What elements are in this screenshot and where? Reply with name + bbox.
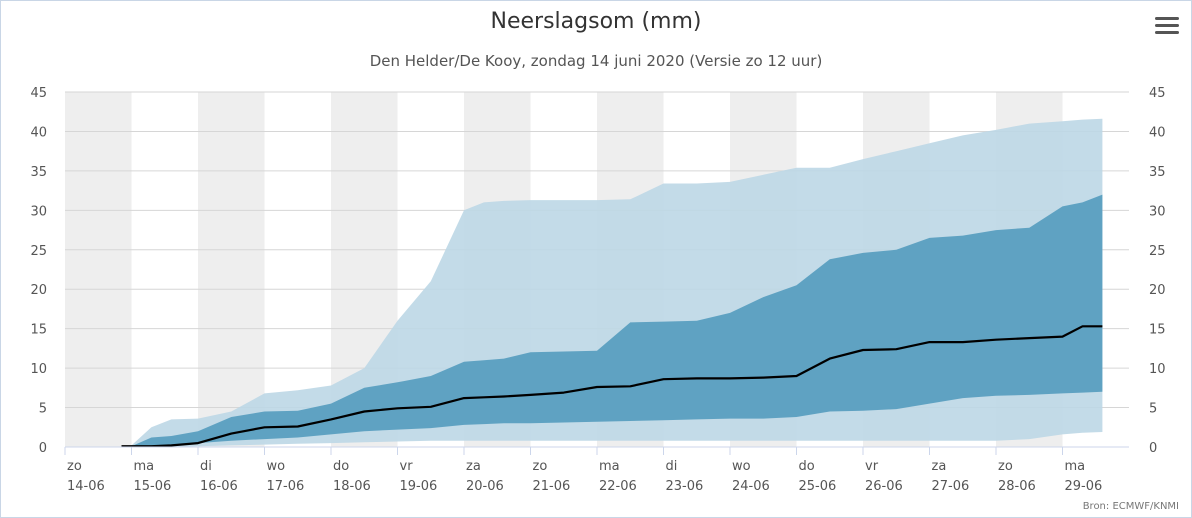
x-tick-date-label: 28-06 <box>998 479 1036 494</box>
day-stripe <box>198 92 265 447</box>
x-tick-day-label: za <box>932 459 947 474</box>
x-tick-day-label: do <box>333 459 349 474</box>
x-tick-day-label: ma <box>134 459 155 474</box>
chart-subtitle: Den Helder/De Kooy, zondag 14 juni 2020 … <box>369 52 823 70</box>
x-tick-day-label: zo <box>533 459 548 474</box>
x-tick-date-label: 15-06 <box>134 479 172 494</box>
chart-title: Neerslagsom (mm) <box>490 9 702 34</box>
x-tick-date-label: 17-06 <box>267 479 305 494</box>
y-tick-label-right: 35 <box>1149 165 1166 180</box>
median-line <box>121 325 1103 448</box>
x-tick-date-label: 22-06 <box>599 479 637 494</box>
x-tick-date-label: 27-06 <box>932 479 970 494</box>
x-tick-date-label: 25-06 <box>799 479 837 494</box>
y-tick-label-left: 10 <box>30 362 47 377</box>
y-tick-label-left: 15 <box>30 323 47 338</box>
y-tick-label-right: 15 <box>1149 323 1166 338</box>
y-tick-label-left: 35 <box>30 165 47 180</box>
x-tick-date-label: 20-06 <box>466 479 504 494</box>
y-tick-label-left: 30 <box>30 204 47 219</box>
x-tick-date-label: 29-06 <box>1065 479 1103 494</box>
y-tick-label-left: 0 <box>39 441 47 456</box>
x-tick-day-label: wo <box>267 459 286 474</box>
hamburger-menu-icon[interactable] <box>1155 17 1179 37</box>
y-tick-label-right: 30 <box>1149 204 1166 219</box>
outer-uncertainty-band <box>121 118 1103 448</box>
x-tick-day-label: vr <box>400 459 414 474</box>
x-tick-day-label: ma <box>599 459 620 474</box>
day-stripe <box>464 92 531 447</box>
y-tick-label-right: 20 <box>1149 283 1166 298</box>
x-tick-day-label: zo <box>998 459 1013 474</box>
day-stripe <box>331 92 398 447</box>
y-tick-label-left: 20 <box>30 283 47 298</box>
x-tick-day-label: di <box>666 459 678 474</box>
y-tick-label-right: 40 <box>1149 125 1166 140</box>
credit-label: Bron: ECMWF/KNMI <box>1082 501 1179 512</box>
y-tick-label-left: 25 <box>30 244 47 259</box>
y-tick-label-left: 45 <box>30 86 47 101</box>
y-tick-label-left: 5 <box>39 402 47 417</box>
x-tick-date-label: 21-06 <box>533 479 571 494</box>
x-tick-date-label: 16-06 <box>200 479 238 494</box>
y-tick-label-right: 25 <box>1149 244 1166 259</box>
y-tick-label-left: 40 <box>30 125 47 140</box>
x-tick-day-label: ma <box>1065 459 1086 474</box>
inner-uncertainty-band <box>121 194 1103 447</box>
x-tick-day-label: zo <box>67 459 82 474</box>
y-tick-label-right: 45 <box>1149 86 1166 101</box>
x-tick-date-label: 18-06 <box>333 479 371 494</box>
day-stripe <box>65 92 132 447</box>
day-stripe <box>863 92 930 447</box>
y-tick-label-right: 10 <box>1149 362 1166 377</box>
day-stripe <box>597 92 664 447</box>
x-tick-date-label: 23-06 <box>666 479 704 494</box>
x-tick-day-label: wo <box>732 459 751 474</box>
x-tick-date-label: 24-06 <box>732 479 770 494</box>
x-tick-day-label: do <box>799 459 815 474</box>
day-stripe <box>730 92 797 447</box>
x-tick-day-label: di <box>200 459 212 474</box>
x-tick-day-label: vr <box>865 459 879 474</box>
y-tick-label-right: 0 <box>1149 441 1157 456</box>
x-tick-date-label: 19-06 <box>400 479 438 494</box>
x-tick-date-label: 14-06 <box>67 479 105 494</box>
x-tick-day-label: za <box>466 459 481 474</box>
day-stripe <box>996 92 1063 447</box>
x-tick-date-label: 26-06 <box>865 479 903 494</box>
y-tick-label-right: 5 <box>1149 402 1157 417</box>
